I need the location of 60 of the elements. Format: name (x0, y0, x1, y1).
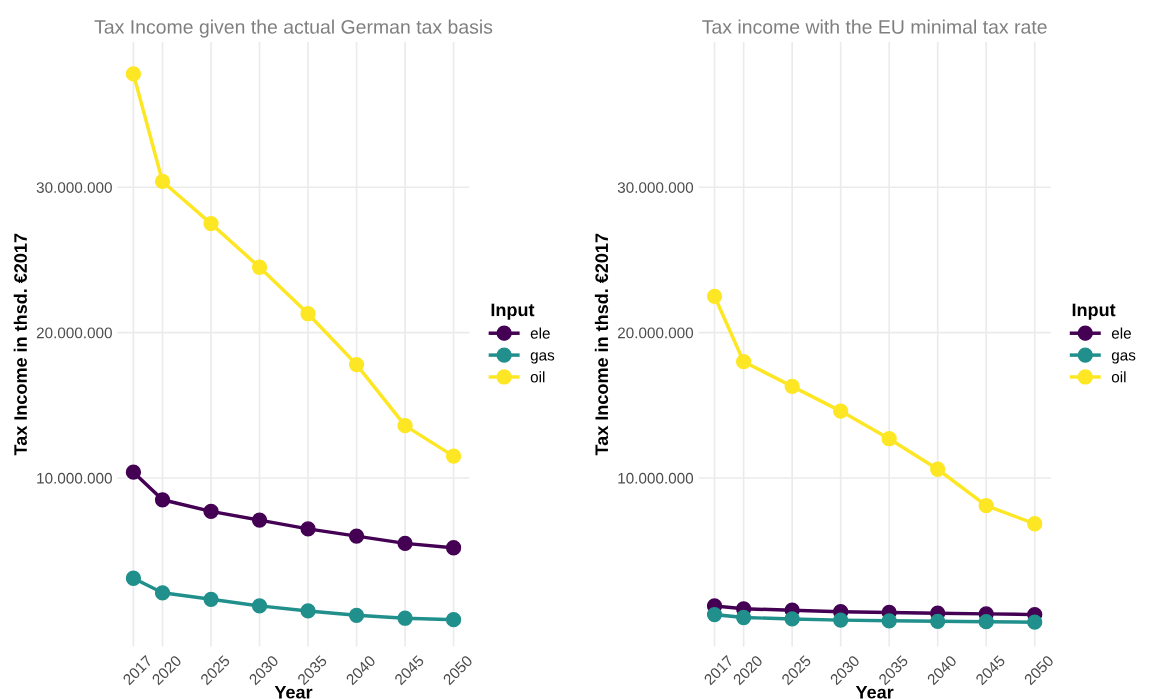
y-tick-label: 30.000.000 (36, 182, 112, 193)
point (154, 492, 171, 508)
point (736, 354, 752, 370)
point (348, 607, 365, 623)
point (881, 613, 897, 629)
point (251, 259, 268, 275)
legend-label: oil (530, 371, 545, 383)
chart-title: Tax Income given the actual German tax basis (94, 19, 493, 38)
legend-title: Input (491, 303, 535, 320)
point (348, 356, 365, 373)
legend-title: Input (1072, 303, 1116, 320)
point (784, 378, 800, 395)
point (203, 215, 219, 232)
point (300, 306, 316, 322)
point (706, 606, 723, 623)
point (125, 66, 142, 82)
point (706, 288, 723, 304)
point (784, 611, 800, 627)
point (1027, 614, 1043, 630)
point (930, 613, 946, 629)
point (300, 603, 316, 619)
point (125, 464, 142, 480)
point (251, 598, 268, 614)
point (397, 535, 413, 552)
point (300, 521, 316, 537)
point (833, 612, 849, 628)
point (397, 610, 413, 626)
point (251, 512, 268, 528)
x-axis-title: Year (274, 685, 313, 699)
y-tick-label: 30.000.000 (617, 182, 694, 193)
point (203, 591, 219, 607)
y-tick-label: 20.000.000 (36, 327, 112, 339)
point (445, 448, 462, 464)
point (445, 540, 462, 556)
y-tick-label: 10.000.000 (618, 472, 694, 484)
chart-title: Tax income with the EU minimal tax rate (702, 19, 1047, 34)
y-axis-title: Tax Income in thsd. €2017 (13, 233, 27, 456)
point (978, 497, 994, 514)
y-tick-label: 10.000.000 (37, 472, 112, 484)
point (736, 609, 752, 626)
point (154, 173, 171, 190)
point (348, 528, 365, 544)
point (397, 418, 413, 434)
y-tick-label: 20.000.000 (617, 327, 694, 339)
point (1027, 516, 1043, 532)
y-axis-title: Tax Income in thsd. €2017 (594, 233, 609, 456)
legend-label: ele (530, 327, 550, 339)
x-axis-title: Year (855, 685, 894, 699)
point (445, 612, 462, 628)
point (203, 503, 219, 520)
legend-label: oil (1111, 371, 1126, 383)
point (125, 570, 142, 586)
legend-label: ele (1111, 327, 1131, 339)
point (154, 585, 171, 601)
legend-label: gas (530, 352, 555, 364)
point (833, 403, 849, 419)
point (881, 431, 897, 447)
point (930, 461, 946, 477)
point (978, 614, 994, 630)
legend-label: gas (1111, 352, 1136, 364)
